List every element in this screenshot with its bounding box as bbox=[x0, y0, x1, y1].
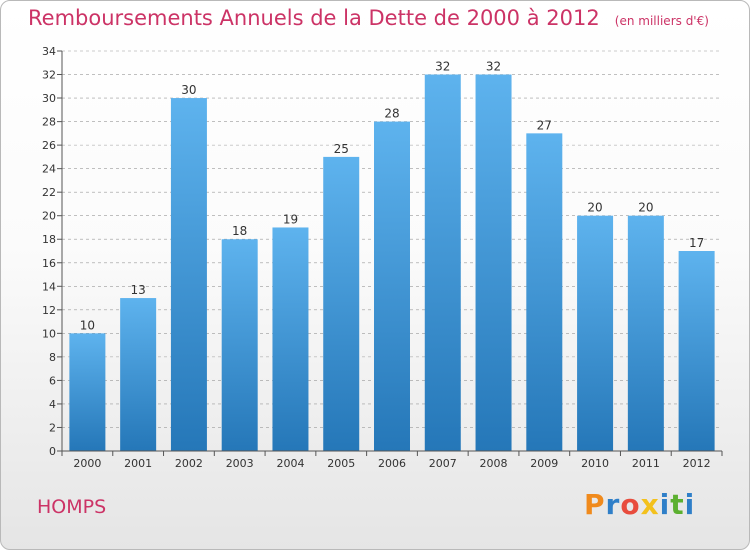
y-tick-label: 10 bbox=[42, 327, 56, 340]
bar-2008 bbox=[475, 74, 512, 451]
x-tick-label: 2004 bbox=[276, 457, 304, 470]
y-tick-label: 26 bbox=[42, 139, 56, 152]
bar-2005 bbox=[323, 156, 360, 451]
x-tick-label: 2006 bbox=[378, 457, 406, 470]
y-tick-label: 22 bbox=[42, 186, 56, 199]
y-tick-label: 30 bbox=[42, 92, 56, 105]
bar-2002 bbox=[170, 98, 207, 451]
chart-unit: (en milliers d'€) bbox=[614, 14, 709, 28]
y-tick-label: 18 bbox=[42, 233, 56, 246]
value-label-2001: 13 bbox=[131, 283, 146, 297]
bar-2009 bbox=[526, 133, 563, 451]
y-tick-label: 0 bbox=[49, 445, 56, 458]
bar-2010 bbox=[577, 215, 614, 451]
value-label-2008: 32 bbox=[486, 60, 501, 74]
brand-letter: r bbox=[605, 488, 621, 521]
y-tick-label: 4 bbox=[49, 398, 56, 411]
y-tick-label: 32 bbox=[42, 69, 56, 82]
y-tick-label: 2 bbox=[49, 421, 56, 434]
y-tick-label: 8 bbox=[49, 351, 56, 364]
value-label-2011: 20 bbox=[638, 201, 653, 215]
value-label-2007: 32 bbox=[435, 60, 450, 74]
value-label-2003: 18 bbox=[232, 224, 247, 238]
value-label-2009: 27 bbox=[537, 118, 552, 132]
value-label-2002: 30 bbox=[181, 83, 196, 97]
bar-2004 bbox=[272, 227, 309, 451]
bar-2001 bbox=[120, 298, 157, 451]
y-tick-label: 28 bbox=[42, 116, 56, 129]
brand-letter: i bbox=[684, 488, 696, 521]
y-tick-label: 20 bbox=[42, 210, 56, 223]
commune-name: HOMPS bbox=[37, 496, 107, 518]
bar-2003 bbox=[221, 239, 258, 451]
y-tick-label: 6 bbox=[49, 374, 56, 387]
bars bbox=[69, 74, 715, 452]
brand-logo: Proxiti bbox=[584, 488, 695, 521]
value-label-2006: 28 bbox=[384, 107, 399, 121]
axes bbox=[61, 51, 722, 452]
bar-2007 bbox=[424, 74, 461, 451]
value-label-2010: 20 bbox=[587, 201, 602, 215]
brand-letter: o bbox=[620, 488, 641, 521]
data-labels: 10 13 30 18 19 25 28 32 32 27 20 20 17 bbox=[80, 60, 705, 333]
brand-letter: P bbox=[584, 488, 606, 521]
y-tick-label: 12 bbox=[42, 304, 56, 317]
title-line: Remboursements Annuels de la Dette de 20… bbox=[28, 6, 709, 30]
brand-letter: t bbox=[670, 488, 685, 521]
y-tick-label: 34 bbox=[42, 45, 56, 58]
x-tick-label: 2007 bbox=[429, 457, 457, 470]
value-label-2004: 19 bbox=[283, 212, 298, 226]
value-label-2000: 10 bbox=[80, 318, 95, 332]
chart-title: Remboursements Annuels de la Dette de 20… bbox=[28, 6, 600, 30]
value-label-2012: 17 bbox=[689, 236, 704, 250]
y-tick-label: 16 bbox=[42, 257, 56, 270]
x-tick-label: 2003 bbox=[226, 457, 254, 470]
y-tick-label: 14 bbox=[42, 280, 56, 293]
x-tick-label: 2009 bbox=[530, 457, 558, 470]
bar-2000 bbox=[69, 333, 106, 451]
x-tick-label: 2010 bbox=[581, 457, 609, 470]
bar-2011 bbox=[627, 215, 664, 451]
x-tick-label: 2005 bbox=[327, 457, 355, 470]
y-tick-label: 24 bbox=[42, 163, 56, 176]
x-tick-label: 2012 bbox=[683, 457, 711, 470]
bar-2012 bbox=[678, 251, 715, 451]
x-tick-label: 2011 bbox=[632, 457, 660, 470]
x-tick-label: 2008 bbox=[480, 457, 508, 470]
bar-2006 bbox=[374, 121, 410, 452]
brand-letter: i bbox=[659, 488, 671, 521]
value-label-2005: 25 bbox=[334, 142, 349, 156]
x-tick-label: 2002 bbox=[175, 457, 203, 470]
x-tick-label: 2000 bbox=[73, 457, 101, 470]
x-axis-ticks: 2000 2001 2002 2003 2004 2005 2006 2007 2008 2009… bbox=[61, 451, 723, 470]
x-tick-label: 2001 bbox=[124, 457, 152, 470]
brand-letter: x bbox=[640, 488, 660, 521]
